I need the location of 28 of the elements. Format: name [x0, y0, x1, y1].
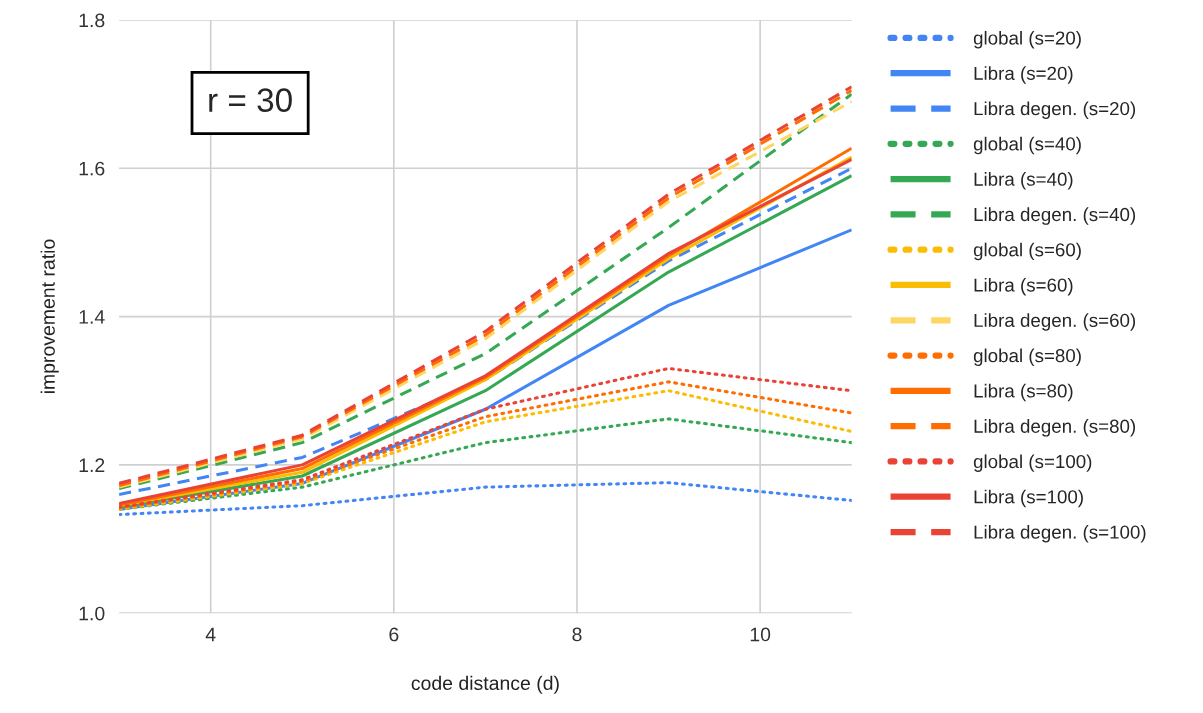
y-tick-label: 1.2: [79, 458, 105, 472]
x-tick-label: 4: [205, 627, 216, 642]
y-tick-label: 1.0: [79, 606, 105, 621]
x-tick-label: 6: [389, 627, 399, 642]
y-axis-title: improvement ratio: [40, 239, 59, 394]
legend-label: Libra (s=100): [974, 489, 1083, 508]
legend-label: Libra degen. (s=20): [974, 101, 1136, 119]
x-axis-title: code distance (d): [411, 675, 559, 694]
legend-label: global (s=80): [973, 348, 1081, 366]
legend-label: global (s=60): [973, 242, 1081, 261]
x-tick-label: 10: [750, 627, 771, 642]
y-tick-label: 1.6: [79, 161, 105, 176]
y-tick-label: 1.4: [79, 310, 105, 324]
legend-label: Libra (s=80): [974, 383, 1073, 402]
legend-label: Libra degen. (s=60): [974, 313, 1136, 331]
legend-label: Libra degen. (s=40): [974, 207, 1136, 225]
legend-label: Libra (s=40): [974, 172, 1073, 190]
legend-label: global (s=100): [973, 454, 1092, 472]
legend-label: global (s=40): [973, 136, 1081, 155]
legend-label: Libra (s=20): [974, 66, 1073, 84]
y-tick-label: 1.8: [79, 13, 105, 28]
x-tick-label: 8: [572, 627, 582, 642]
legend-label: Libra degen. (s=80): [974, 419, 1136, 437]
legend-label: Libra degen. (s=100): [974, 524, 1146, 543]
legend-label: Libra (s=60): [974, 277, 1073, 296]
legend-label: global (s=20): [973, 30, 1081, 49]
annotation: r = 30: [209, 88, 292, 112]
line-series: [119, 481, 852, 517]
